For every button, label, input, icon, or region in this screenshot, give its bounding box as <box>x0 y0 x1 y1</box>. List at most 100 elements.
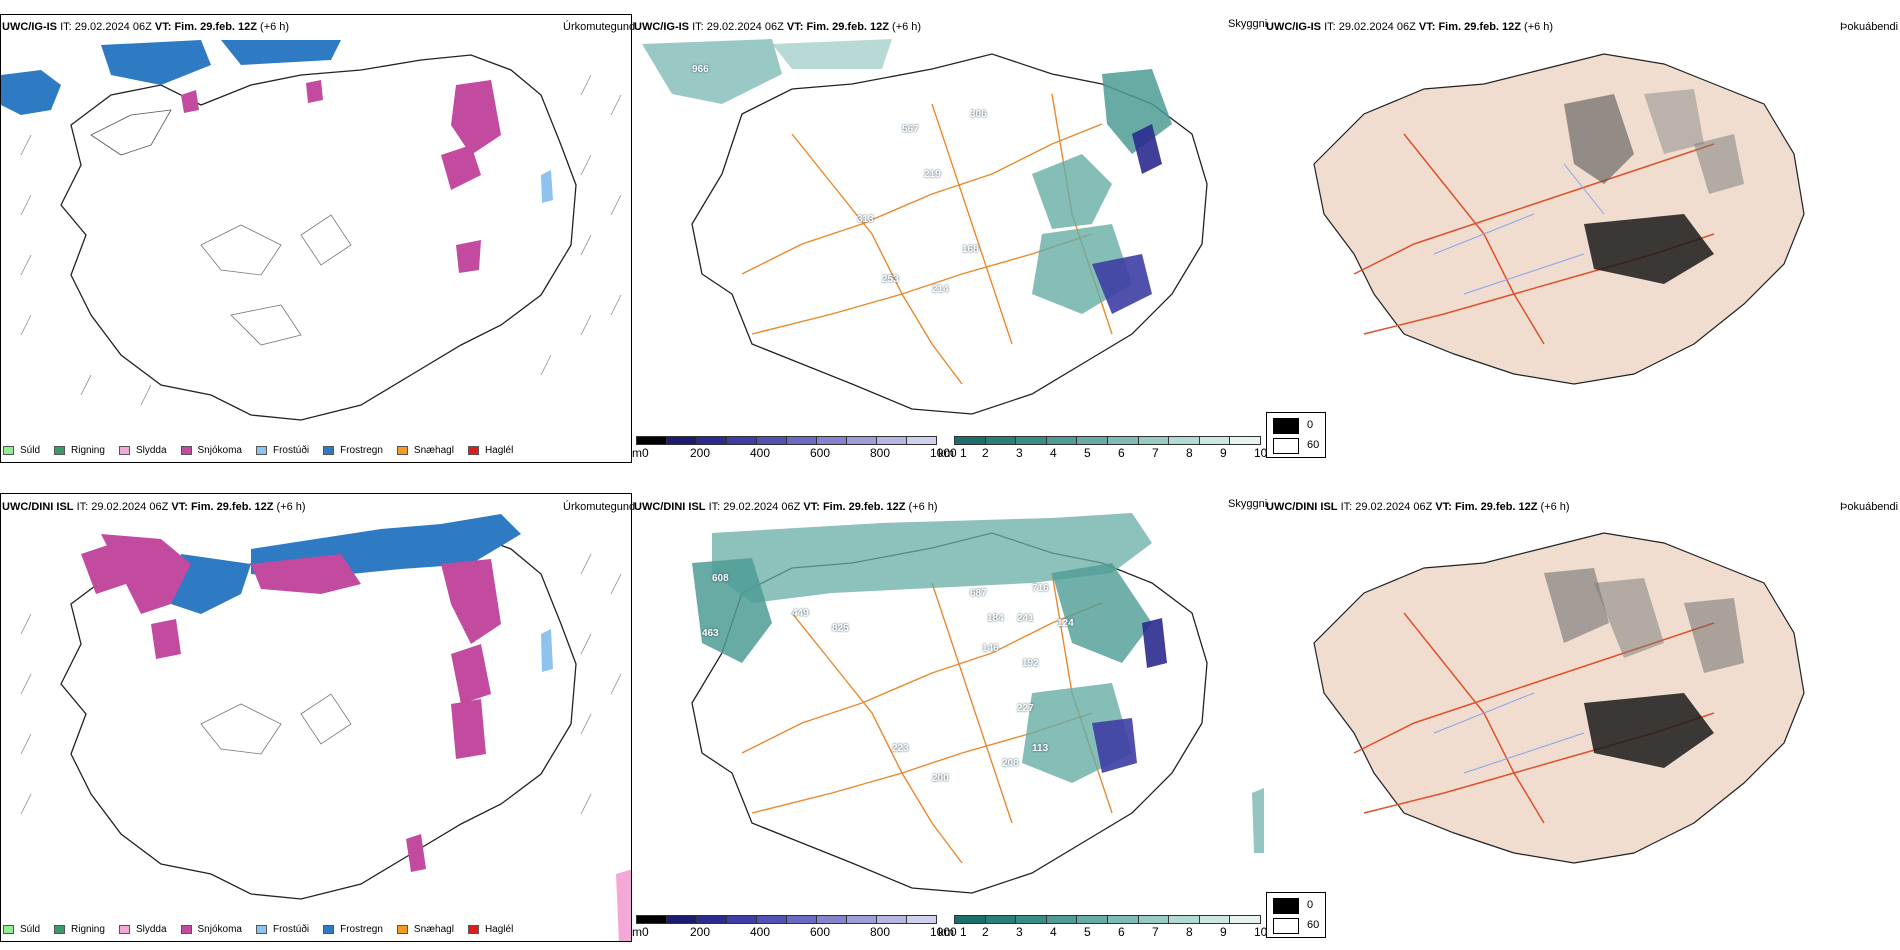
fog-label-60-1: 60 <box>1307 439 1320 451</box>
legend-swatch <box>118 446 130 455</box>
colorbar-tick-label: 800 <box>870 925 891 939</box>
colorbar-tick-label: 7 <box>1152 925 1159 939</box>
colorbar-segment <box>984 915 1017 924</box>
model-name-4: UWC/DINI ISL <box>2 501 74 513</box>
colorbar-tick-label: 4 <box>1050 446 1057 460</box>
fog-panel-1 <box>1264 14 1900 463</box>
legend-swatch <box>3 925 14 934</box>
colorbar-tick-label: 1000 <box>930 925 957 939</box>
legend-item-slydda: Slydda <box>118 445 167 456</box>
precip-type-panel-1: Súld Rigning Slydda Snjókoma Frostúði Frostre… <box>0 14 632 463</box>
legend-swatch <box>180 446 192 455</box>
legend-label: Súld <box>20 445 41 456</box>
colorbar-segment <box>846 915 877 924</box>
colorbar-tick-label: 7 <box>1152 446 1159 460</box>
legend-label: Slydda <box>135 924 167 935</box>
colorbar-segment <box>1045 915 1078 924</box>
visibility-point-label: 463 <box>702 628 719 639</box>
colorbar-segment <box>666 915 697 924</box>
fog-panel-2 <box>1264 493 1900 942</box>
vt-label-4: VT: <box>171 501 188 513</box>
legend-item-frostregn: Frostregn <box>323 924 383 935</box>
model-name-3: UWC/IG-IS <box>1266 21 1321 33</box>
colorbar-segment <box>1198 436 1231 445</box>
it-label-1: IT: <box>60 21 72 33</box>
it-label-5: IT: <box>708 501 721 513</box>
colorbar-tick-label: 5 <box>1084 446 1091 460</box>
fog-swatch-white-2 <box>1273 918 1299 934</box>
visibility-point-label: 184 <box>987 613 1004 624</box>
vt-value-4: Fim. 29.feb. 12Z <box>190 501 274 513</box>
colorbar-tick-label: 1 <box>960 925 967 939</box>
header-3: UWC/IG-IS IT: 29.02.2024 06Z VT: Fim. 29… <box>1266 20 1553 34</box>
colorbar-tick-label: 1000 <box>930 446 957 460</box>
legend-label: Snæhagl <box>413 445 454 456</box>
it-value-2: 29.02.2024 06Z <box>706 21 784 33</box>
header-5: UWC/DINI ISL IT: 29.02.2024 06Z VT: Fim.… <box>634 500 938 514</box>
fog-legend-2: 0 60 <box>1266 892 1326 938</box>
vt-label-1: VT: <box>154 21 172 33</box>
colorbar-tick-label: 8 <box>1186 925 1193 939</box>
colorbar-segment <box>846 436 877 445</box>
legend-item-rigning: Rigning <box>54 445 105 456</box>
colorbar-segment <box>636 436 667 445</box>
legend-label: Snjókoma <box>197 445 242 456</box>
legend-swatch <box>467 925 479 934</box>
colorbar-segment <box>1076 915 1108 924</box>
fog-title-1: Þokuábendi <box>1840 21 1899 33</box>
colorbar-segment <box>756 915 787 924</box>
colorbar-tick-label: 600 <box>810 925 831 939</box>
visibility-point-label: 449 <box>792 608 809 619</box>
colorbar-segment <box>984 436 1017 445</box>
visibility-map-1 <box>642 39 1208 415</box>
legend-swatch <box>3 446 14 455</box>
legend-item-snæhagl: Snæhagl <box>396 924 454 935</box>
legend-label: Rigning <box>71 924 105 935</box>
visibility-panel-1: 966 567 306 219 313 168 253 214 <box>632 14 1264 463</box>
header-6: UWC/DINI ISL IT: 29.02.2024 06Z VT: Fim.… <box>1266 500 1570 514</box>
colorbar-segment <box>666 436 697 445</box>
fog-label-0-1: 0 <box>1307 419 1314 431</box>
colorbar-segment <box>696 915 727 924</box>
colorbar-segment <box>1137 915 1170 924</box>
visibility-point-label: 716 <box>1032 583 1049 594</box>
visibility-point-label: 608 <box>712 573 729 584</box>
colorbar-tick-label: 3 <box>1016 925 1023 939</box>
visibility-point-label: 168 <box>962 244 979 255</box>
lead-5: (+6 h) <box>908 501 938 513</box>
fog-swatch-black-2 <box>1273 898 1299 914</box>
header-1: UWC/IG-IS IT: 29.02.2024 06Z VT: Fim. 29… <box>2 20 289 34</box>
legend-item-snæhagl: Snæhagl <box>396 445 454 456</box>
fog-map-1 <box>1313 53 1805 385</box>
colorbar-tick-label: 200 <box>690 925 711 939</box>
height-unit-1: m <box>632 446 642 460</box>
colorbar-tick-label: 5 <box>1084 925 1091 939</box>
legend-swatch <box>323 925 335 934</box>
km-unit-2: km <box>938 925 954 939</box>
legend-swatch <box>396 446 408 455</box>
legend-swatch <box>467 446 479 455</box>
legend-label: Frostregn <box>340 924 383 935</box>
vt-label-6: VT: <box>1435 501 1452 513</box>
legend-item-frostúði: Frostúði <box>255 445 309 456</box>
colorbar-tick-label: 0 <box>642 446 649 460</box>
lead-2: (+6 h) <box>892 21 922 33</box>
model-name-2: UWC/IG-IS <box>634 21 689 33</box>
colorbar-tick-label: 400 <box>750 446 771 460</box>
it-label-6: IT: <box>1340 501 1353 513</box>
colorbar-segment <box>726 915 757 924</box>
colorbar-segment <box>1229 436 1261 445</box>
visibility-point-label: 214 <box>932 284 949 295</box>
legend-label: Frostúði <box>272 924 310 935</box>
legend-item-súld: Súld <box>3 924 40 935</box>
legend-label: Haglél <box>484 445 514 456</box>
legend-swatch <box>323 446 335 455</box>
legend-swatch <box>396 925 408 934</box>
colorbar-segment <box>1015 915 1047 924</box>
colorbar-segment <box>876 915 907 924</box>
visibility-point-label: 124 <box>1057 618 1074 629</box>
vt-label-5: VT: <box>803 501 820 513</box>
visibility-point-label: 567 <box>902 124 919 135</box>
colorbar-tick-label: 10 <box>1254 925 1268 939</box>
it-label-3: IT: <box>1324 21 1336 33</box>
